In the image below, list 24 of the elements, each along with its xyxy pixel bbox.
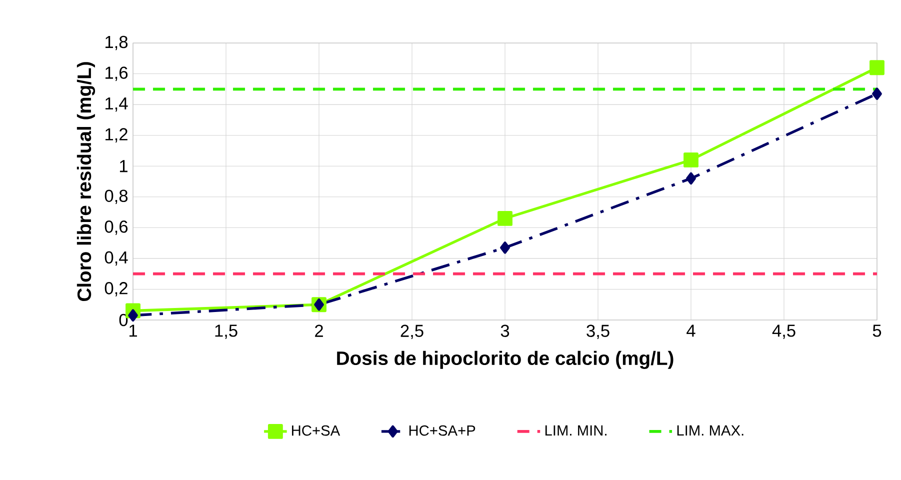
legend-label: LIM. MIN. — [545, 425, 606, 436]
x-tick-label: 1 — [130, 324, 137, 337]
x-tick-label: 3 — [500, 324, 510, 337]
x-axis-title: Dosis de hipoclorito de calcio (mg/L) — [337, 350, 674, 369]
y-tick-label: 1,6 — [106, 66, 128, 81]
x-tick-label: 2 — [315, 324, 323, 337]
y-tick-label: 0,8 — [104, 190, 128, 204]
y-tick-label: 1 — [120, 160, 128, 172]
x-tick-label: 1,5 — [215, 324, 238, 339]
legend-label: HC+SA+P — [409, 425, 476, 436]
legend-label: LIM. MAX. — [677, 425, 744, 436]
x-tick-label: 3,5 — [586, 324, 610, 340]
x-tick-label: 5 — [872, 324, 882, 337]
legend-label: HC+SA — [292, 425, 340, 436]
x-tick-label: 4,5 — [772, 324, 796, 339]
y-tick-label: 1,2 — [106, 128, 128, 142]
y-axis-title: Cloro libre residual (mg/L) — [76, 62, 96, 302]
x-tick-label: 4 — [686, 324, 696, 337]
y-tick-label: 0,4 — [104, 251, 128, 266]
x-tick-label: 2,5 — [400, 324, 424, 340]
y-tick-label: 1,4 — [106, 97, 128, 112]
y-tick-label: 0,2 — [104, 282, 128, 296]
y-tick-label: 1,8 — [106, 36, 128, 50]
y-tick-label: 0,6 — [104, 220, 128, 235]
